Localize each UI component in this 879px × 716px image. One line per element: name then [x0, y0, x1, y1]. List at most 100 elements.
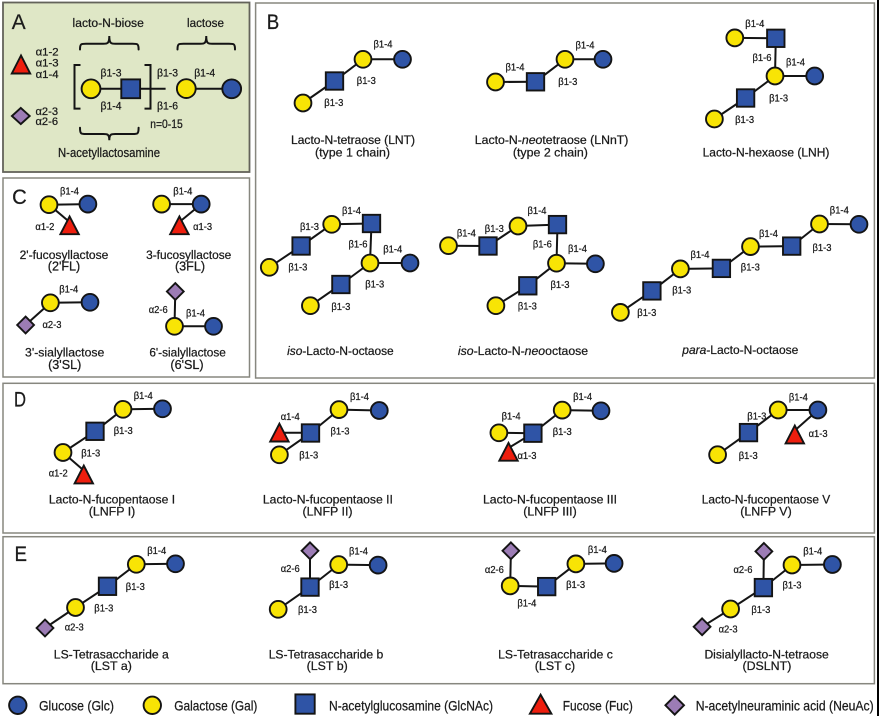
svg-text:(LST b): (LST b) [307, 659, 348, 673]
svg-text:iso-Lacto-N-octaose: iso-Lacto-N-octaose [287, 344, 394, 358]
svg-text:β1-3: β1-3 [553, 427, 573, 438]
svg-text:β1-3: β1-3 [300, 222, 320, 233]
svg-text:3-fucosyllactose: 3-fucosyllactose [146, 248, 231, 262]
svg-text:(6'SL): (6'SL) [170, 358, 203, 372]
svg-text:Lacto-N-fucopentaose V: Lacto-N-fucopentaose V [702, 493, 831, 507]
svg-text:LS-Tetrasaccharide b: LS-Tetrasaccharide b [269, 648, 384, 662]
svg-text:β1-4: β1-4 [528, 206, 548, 217]
svg-text:β1-6: β1-6 [533, 240, 553, 251]
svg-text:β1-4: β1-4 [59, 284, 79, 295]
svg-text:β1-4: β1-4 [502, 412, 522, 423]
svg-text:β1-4: β1-4 [830, 206, 850, 217]
svg-text:(type 2 chain): (type 2 chain) [513, 146, 588, 160]
svg-text:β1-4: β1-4 [573, 392, 593, 403]
svg-text:β1-3: β1-3 [157, 68, 178, 80]
svg-text:N-acetylglucosamine (GlcNAc): N-acetylglucosamine (GlcNAc) [329, 697, 493, 713]
svg-text:β1-3: β1-3 [741, 262, 761, 273]
svg-text:A: A [12, 10, 27, 34]
svg-text:(type 1 chain): (type 1 chain) [315, 146, 390, 160]
svg-text:β1-3: β1-3 [558, 77, 578, 88]
svg-text:E: E [15, 542, 28, 566]
svg-text:n=0-15: n=0-15 [150, 119, 183, 131]
svg-text:β1-3: β1-3 [94, 604, 114, 615]
svg-text:α1-2: α1-2 [35, 222, 54, 233]
svg-text:D: D [14, 388, 26, 412]
svg-text:β1-3: β1-3 [739, 451, 759, 462]
svg-text:β1-4: β1-4 [134, 391, 154, 402]
svg-text:β1-4: β1-4 [759, 229, 779, 240]
svg-text:α2-3: α2-3 [719, 624, 739, 635]
svg-text:N-acetylneuraminic acid (NeuAc: N-acetylneuraminic acid (NeuAc) [696, 697, 874, 713]
svg-text:lacto-N-biose: lacto-N-biose [73, 16, 144, 30]
svg-text:Lacto-N-neotetraose (LNnT): Lacto-N-neotetraose (LNnT) [475, 133, 629, 147]
svg-text:β1-3: β1-3 [769, 94, 789, 105]
svg-text:β1-4: β1-4 [60, 187, 80, 198]
svg-text:β1-3: β1-3 [485, 224, 505, 235]
svg-text:β1-3: β1-3 [735, 115, 755, 126]
svg-text:α2-3: α2-3 [43, 320, 63, 331]
svg-text:(3'SL): (3'SL) [48, 358, 81, 372]
svg-text:(LNFP I): (LNFP I) [89, 505, 136, 519]
svg-text:(2'FL): (2'FL) [48, 260, 81, 274]
svg-text:2'-fucosyllactose: 2'-fucosyllactose [20, 248, 109, 262]
svg-text:iso-Lacto-N-neooctaose: iso-Lacto-N-neooctaose [458, 344, 588, 358]
svg-text:para-Lacto-N-octaose: para-Lacto-N-octaose [681, 343, 798, 357]
svg-text:β1-4: β1-4 [517, 599, 537, 610]
svg-text:Lacto-N-tetraose (LNT): Lacto-N-tetraose (LNT) [291, 133, 415, 147]
svg-text:LS-Tetrasaccharide c: LS-Tetrasaccharide c [498, 648, 613, 662]
svg-text:Lacto-N-hexaose (LNH): Lacto-N-hexaose (LNH) [703, 146, 830, 160]
svg-text:β1-4: β1-4 [568, 244, 588, 255]
svg-text:Fucose (Fuc): Fucose (Fuc) [563, 697, 633, 713]
svg-text:β1-4: β1-4 [588, 545, 608, 556]
svg-text:β1-3: β1-3 [126, 582, 146, 593]
svg-text:β1-3: β1-3 [566, 580, 586, 591]
svg-text:β1-3: β1-3 [751, 605, 771, 616]
svg-text:β1-3: β1-3 [813, 243, 833, 254]
svg-text:β1-4: β1-4 [506, 62, 526, 73]
svg-text:Lacto-N-fucopentaose II: Lacto-N-fucopentaose II [263, 493, 393, 507]
svg-text:β1-3: β1-3 [518, 302, 538, 313]
svg-text:6'-sialyllactose: 6'-sialyllactose [149, 345, 226, 359]
svg-text:β1-4: β1-4 [803, 546, 823, 557]
svg-text:α2-6: α2-6 [149, 305, 169, 316]
svg-text:β1-3: β1-3 [114, 426, 134, 437]
svg-text:β1-4: β1-4 [186, 308, 206, 319]
svg-text:α2-6: α2-6 [281, 564, 301, 575]
svg-text:β1-4: β1-4 [789, 392, 809, 403]
svg-text:β1-3: β1-3 [329, 580, 349, 591]
svg-text:β1-4: β1-4 [173, 187, 193, 198]
svg-text:β1-3: β1-3 [298, 605, 318, 616]
svg-text:β1-6: β1-6 [753, 53, 773, 64]
svg-text:β1-3: β1-3 [81, 449, 101, 460]
svg-text:Disialyllacto-N-tetraose: Disialyllacto-N-tetraose [704, 648, 828, 662]
svg-text:β1-6: β1-6 [349, 240, 369, 251]
svg-text:C: C [12, 185, 27, 209]
svg-text:α1-3: α1-3 [518, 451, 538, 462]
svg-text:α2-6: α2-6 [485, 565, 505, 576]
svg-text:β1-3: β1-3 [288, 262, 308, 273]
svg-text:lactose: lactose [187, 16, 224, 30]
svg-text:LS-Tetrasaccharide a: LS-Tetrasaccharide a [54, 648, 169, 662]
svg-text:β1-4: β1-4 [691, 250, 711, 261]
svg-text:(LST a): (LST a) [91, 659, 132, 673]
svg-text:β1-3: β1-3 [551, 280, 571, 291]
svg-text:(LNFP II): (LNFP II) [302, 505, 352, 519]
svg-text:β1-4: β1-4 [576, 41, 596, 52]
svg-text:β1-4: β1-4 [383, 245, 403, 256]
svg-text:β1-4: β1-4 [194, 68, 215, 80]
svg-text:β1-3: β1-3 [637, 308, 657, 319]
svg-text:α2-6: α2-6 [36, 116, 59, 128]
svg-text:β1-3: β1-3 [357, 76, 377, 87]
svg-text:β1-3: β1-3 [331, 427, 351, 438]
svg-text:β1-3: β1-3 [331, 302, 351, 313]
svg-text:α1-3: α1-3 [809, 429, 829, 440]
svg-text:(LNFP III): (LNFP III) [523, 505, 576, 519]
svg-text:β1-4: β1-4 [350, 392, 370, 403]
svg-text:α2-6: α2-6 [734, 565, 754, 576]
svg-text:α1-3: α1-3 [193, 222, 213, 233]
svg-text:β1-4: β1-4 [101, 100, 122, 112]
svg-text:(LNFP V): (LNFP V) [740, 505, 791, 519]
svg-text:α1-2: α1-2 [49, 469, 68, 480]
svg-text:β1-4: β1-4 [349, 546, 369, 557]
svg-text:α1-4: α1-4 [36, 69, 59, 81]
